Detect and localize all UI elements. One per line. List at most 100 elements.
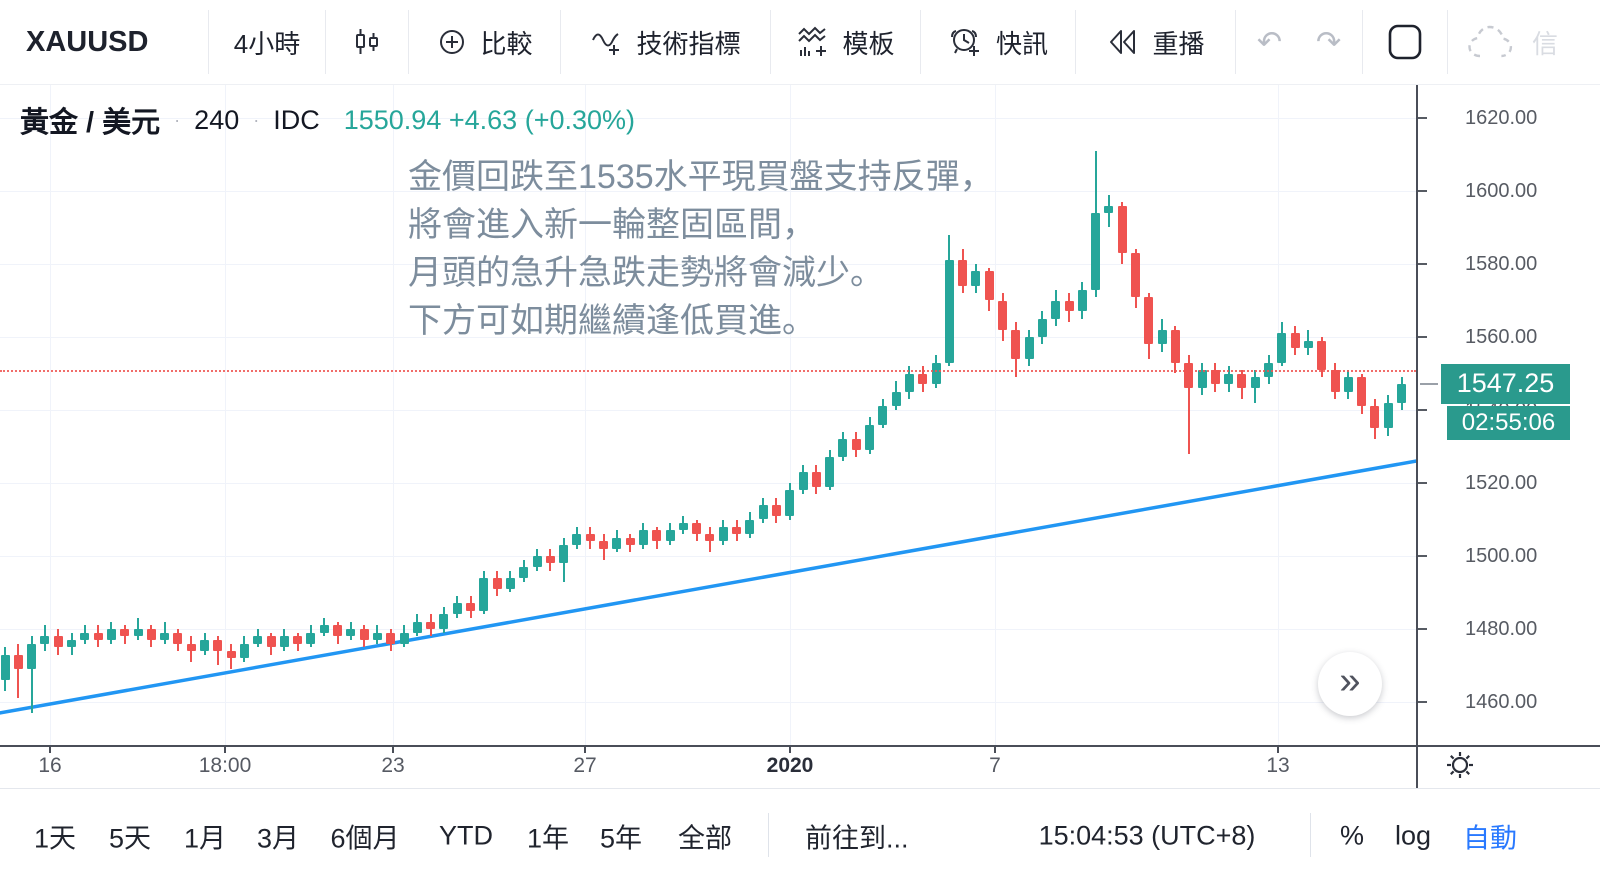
time-tick-mark xyxy=(994,747,996,753)
candle xyxy=(612,537,622,549)
range-button-1月[interactable]: 1月 xyxy=(183,823,227,853)
candle xyxy=(585,534,595,542)
horizontal-gridline xyxy=(0,191,1416,192)
price-tick-mark xyxy=(1418,555,1427,557)
candle xyxy=(1277,333,1287,363)
vertical-gridline xyxy=(1278,85,1279,745)
candle xyxy=(652,530,662,542)
trend-line-layer xyxy=(0,459,1416,715)
indicators-button[interactable]: 技術指標 xyxy=(561,0,770,84)
range-button-1年[interactable]: 1年 xyxy=(526,823,570,853)
candle xyxy=(106,629,116,640)
candle xyxy=(253,636,263,644)
range-button-6個月[interactable]: 6個月 xyxy=(330,823,400,853)
candle xyxy=(80,632,90,640)
range-button-1天[interactable]: 1天 xyxy=(33,823,77,853)
price-tick-label: 1460.00 xyxy=(1465,691,1538,713)
chart-style-button[interactable] xyxy=(326,0,408,84)
candle xyxy=(1197,369,1207,389)
chart-legend: 黃金 / 美元 · 240 · IDC 1550.94 +4.63 (+0.30… xyxy=(20,99,635,141)
candle xyxy=(27,643,37,670)
candle xyxy=(412,621,422,633)
interval-button[interactable]: 4小時 xyxy=(209,0,325,84)
candle xyxy=(1237,373,1247,389)
compare-button[interactable]: 比較 xyxy=(409,0,560,84)
bottom-divider xyxy=(768,813,769,857)
candle xyxy=(998,300,1007,330)
range-button-YTD[interactable]: YTD xyxy=(439,820,493,850)
cloud-save-button[interactable]: 信 xyxy=(1448,0,1600,84)
candle xyxy=(891,391,901,407)
candle xyxy=(1303,340,1313,348)
candle xyxy=(1184,362,1194,389)
goto-date-button[interactable]: 前往到... xyxy=(805,823,909,853)
candle xyxy=(120,629,130,637)
range-button-全部[interactable]: 全部 xyxy=(678,823,732,853)
toolbar-separator xyxy=(1235,10,1236,74)
alerts-button[interactable]: 快訊 xyxy=(921,0,1075,84)
candle xyxy=(13,654,23,670)
horizontal-gridline xyxy=(0,410,1416,411)
redo-icon[interactable]: ↷ xyxy=(1316,25,1342,59)
scroll-to-realtime-button[interactable]: » xyxy=(1318,652,1382,716)
time-axis[interactable]: 16 18:00 23 27 2020 7 13 xyxy=(0,747,1600,788)
vertical-gridline xyxy=(585,85,586,745)
candle xyxy=(732,526,741,535)
price-tick-mark xyxy=(1418,263,1427,265)
candle xyxy=(1370,406,1380,429)
symbol-label: XAUUSD xyxy=(26,25,149,58)
candle xyxy=(811,472,821,487)
toolbar-separator xyxy=(1362,10,1363,74)
replay-label: 重播 xyxy=(1152,28,1205,59)
log-scale-toggle[interactable]: log xyxy=(1394,820,1432,850)
candle xyxy=(545,556,555,564)
candle xyxy=(1317,340,1327,370)
chart-area[interactable]: 黃金 / 美元 · 240 · IDC 1550.94 +4.63 (+0.30… xyxy=(0,85,1416,745)
candle xyxy=(226,650,236,659)
trend-line[interactable] xyxy=(0,459,1416,715)
legend-symbol[interactable]: 黃金 / 美元 xyxy=(20,107,161,139)
candle xyxy=(200,639,209,651)
bottom-toolbar: 1天 5天 1月 3月 6個月 YTD 1年 5年 全部 前往到... 15:04:53 (UT… xyxy=(0,789,1600,882)
compare-label: 比較 xyxy=(480,28,533,59)
candle xyxy=(1091,212,1101,290)
vertical-gridline xyxy=(393,85,394,745)
candle xyxy=(878,406,888,425)
undo-icon[interactable]: ↶ xyxy=(1256,25,1282,59)
range-button-5年[interactable]: 5年 xyxy=(599,823,643,853)
time-tick-label: 13 xyxy=(1266,754,1290,777)
candle xyxy=(319,625,329,633)
fullscreen-button[interactable] xyxy=(1363,0,1447,84)
current-price-badge: 1547.25 xyxy=(1441,363,1570,404)
candle xyxy=(346,629,356,637)
replay-button[interactable]: 重播 xyxy=(1076,0,1235,84)
candle xyxy=(944,260,954,363)
scale-settings-button[interactable] xyxy=(1444,747,1600,788)
candle xyxy=(984,271,994,301)
range-button-3月[interactable]: 3月 xyxy=(256,823,300,853)
candle xyxy=(1250,377,1260,389)
time-tick-label: 16 xyxy=(38,754,62,777)
templates-button[interactable]: 模板 xyxy=(771,0,920,84)
auto-scale-toggle[interactable]: 自動 xyxy=(1463,823,1517,853)
time-tick-label: 23 xyxy=(381,754,405,777)
candle xyxy=(1011,329,1021,359)
candle xyxy=(1330,369,1340,392)
candle xyxy=(771,504,781,516)
symbol-button[interactable]: XAUUSD xyxy=(0,0,208,84)
chart-annotation: 金價回跌至1535水平現買盤支持反彈， 將會進入新一輪整固區間， 月頭的急升急跌走勢… xyxy=(408,153,994,345)
price-axis[interactable]: 1620.001600.001580.001560.001540.001520.… xyxy=(1418,85,1600,745)
candle xyxy=(386,632,396,644)
time-tick-label: 27 xyxy=(573,754,597,777)
candle xyxy=(758,504,768,520)
candle-wick xyxy=(137,618,139,640)
wave-plus-icon xyxy=(590,25,624,59)
candle xyxy=(426,621,436,629)
clock-label[interactable]: 15:04:53 (UTC+8) xyxy=(1038,820,1256,850)
time-tick-mark xyxy=(789,747,791,753)
percent-scale-toggle[interactable]: % xyxy=(1339,820,1365,850)
toolbar-separator xyxy=(920,10,921,74)
vertical-gridline xyxy=(995,85,996,745)
range-button-5天[interactable]: 5天 xyxy=(108,823,152,853)
candle xyxy=(1157,329,1167,345)
